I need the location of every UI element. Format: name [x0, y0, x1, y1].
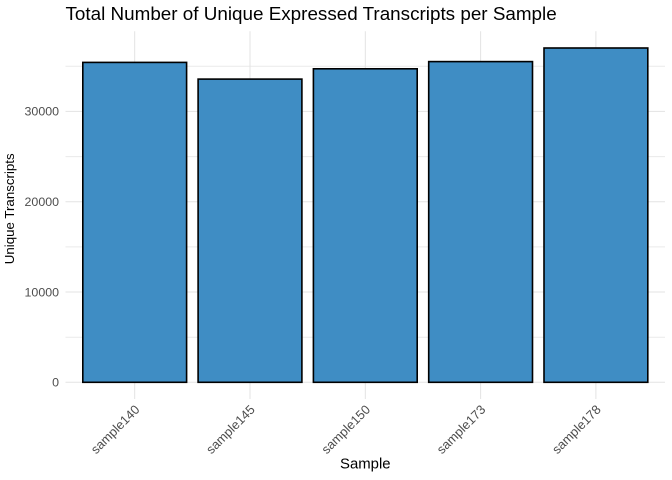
svg-text:Unique Transcripts: Unique Transcripts — [2, 153, 17, 264]
svg-text:20000: 20000 — [25, 195, 60, 209]
svg-text:0: 0 — [52, 376, 59, 390]
svg-text:10000: 10000 — [25, 285, 60, 299]
svg-text:30000: 30000 — [25, 105, 60, 119]
svg-text:Sample: Sample — [340, 457, 391, 473]
svg-text:Total Number of Unique Express: Total Number of Unique Expressed Transcr… — [66, 3, 557, 24]
